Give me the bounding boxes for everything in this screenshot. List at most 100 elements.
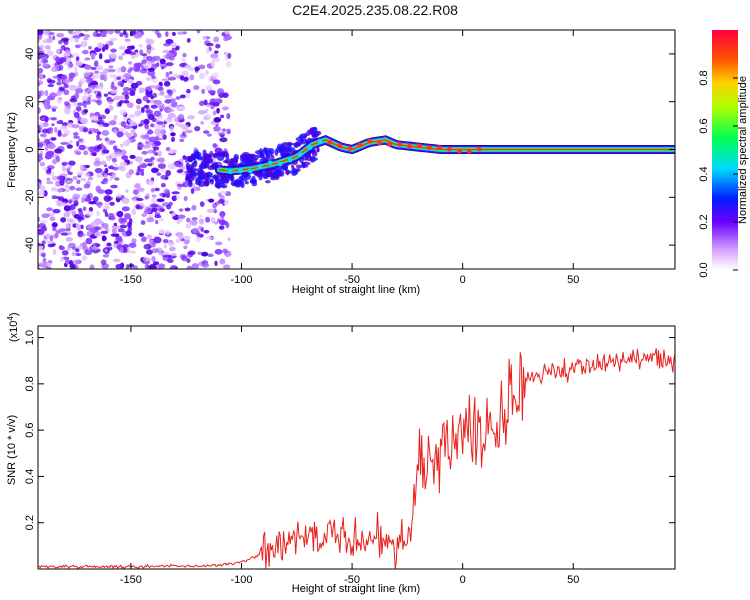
spectrogram-noise-blob — [165, 229, 170, 235]
spectrogram-noise-blob — [108, 65, 114, 69]
spectrogram-noise-blob — [71, 259, 81, 264]
spectrogram-noise-blob — [44, 138, 51, 144]
spectrogram-noise-blob — [155, 62, 160, 68]
spectrogram-noise-blob — [110, 52, 117, 59]
spectrogram-noise-blob — [108, 104, 114, 112]
spectrogram-noise-blob — [98, 53, 103, 60]
spectrogram-noise-blob — [45, 37, 54, 44]
spectrogram-noise-blob — [75, 106, 82, 112]
spectrogram-xtick-label: 50 — [567, 274, 579, 286]
spectrogram-ridge-dot — [397, 141, 403, 147]
spectrogram-noise-blob — [151, 30, 157, 33]
spectrogram-noise-blob — [38, 30, 44, 36]
spectrogram-noise-blob — [186, 89, 191, 94]
spectrogram-ytick-label: -20 — [24, 189, 36, 205]
spectrogram-noise-blob — [220, 114, 225, 119]
spectrogram-noise-blob — [60, 232, 69, 236]
spectrogram-noise-blob — [47, 266, 52, 269]
spectrogram-noise-blob — [118, 217, 124, 223]
spectrogram-noise-blob — [42, 122, 49, 127]
chart-title: C2E4.2025.235.08.22.R08 — [292, 2, 458, 18]
spectrogram-noise-blob — [163, 244, 167, 249]
spectrogram-noise-blob — [88, 130, 93, 135]
snr-xlabel: Height of straight line (km) — [292, 583, 420, 595]
spectrogram-ridge-dot — [267, 160, 273, 166]
spectrogram-noise-blob — [121, 52, 126, 56]
spectrogram-noise-blob — [97, 202, 103, 209]
spectrogram-noise-blob — [97, 91, 102, 97]
spectrogram-noise-blob — [137, 161, 144, 165]
spectrogram-ridge-blob — [191, 162, 195, 170]
spectrogram-ridge-blob — [189, 170, 194, 175]
colorbar-tick-label: 0.6 — [698, 118, 710, 133]
spectrogram-noise-blob — [206, 208, 215, 213]
spectrogram-noise-blob — [167, 163, 176, 170]
spectrogram-noise-blob — [223, 51, 228, 55]
spectrogram-noise-blob — [101, 235, 107, 242]
spectrogram-noise-blob — [127, 69, 132, 74]
spectrogram-noise-blob — [108, 176, 113, 181]
spectrogram-noise-blob — [218, 190, 228, 195]
spectrogram-noise-blob — [179, 138, 185, 143]
spectrogram-ridge-blob — [291, 167, 298, 175]
spectrogram-noise-blob — [198, 225, 202, 230]
spectrogram-noise-blob — [213, 125, 221, 132]
spectrogram-ridge-blob — [315, 130, 322, 136]
spectrogram-noise-blob — [173, 161, 180, 166]
spectrogram-noise-blob — [177, 114, 185, 121]
spectrogram-noise-blob — [219, 211, 226, 218]
spectrogram-noise-blob — [87, 127, 96, 132]
spectrogram-ridge-blob — [248, 155, 252, 159]
spectrogram-noise-blob — [179, 75, 185, 81]
spectrogram-noise-blob — [123, 213, 132, 220]
spectrogram-noise-blob — [132, 189, 139, 195]
spectrogram-noise-blob — [71, 251, 76, 257]
spectrogram-ridge-blob — [187, 179, 193, 185]
spectrogram-ridge-blob — [207, 165, 216, 171]
spectrogram-noise-blob — [96, 172, 104, 179]
spectrogram-noise-blob — [181, 124, 189, 131]
spectrogram-noise-blob — [169, 246, 176, 252]
spectrogram-ridge-dot — [237, 168, 243, 174]
spectrogram-noise-blob — [41, 213, 50, 219]
spectrogram-noise-blob — [163, 81, 171, 87]
spectrogram-noise-blob — [114, 30, 121, 34]
spectrogram-noise-blob — [49, 234, 54, 242]
spectrogram-noise-blob — [51, 175, 59, 181]
spectrogram-noise-blob — [122, 86, 130, 92]
spectrogram-noise-blob — [38, 137, 41, 143]
spectrogram-noise-blob — [127, 78, 134, 84]
spectrogram-noise-blob — [183, 77, 187, 83]
spectrogram-noise-blob — [38, 90, 42, 97]
spectrogram-noise-blob — [54, 148, 63, 154]
spectrogram-noise-blob — [156, 198, 165, 203]
spectrogram-noise-blob — [87, 176, 93, 181]
spectrogram-noise-blob — [43, 190, 48, 197]
spectrogram-noise-blob — [127, 119, 134, 123]
spectrogram-noise-blob — [122, 100, 130, 104]
spectrogram-noise-blob — [66, 218, 73, 223]
spectrogram-noise-blob — [107, 68, 116, 73]
spectrogram-noise-blob — [159, 192, 166, 197]
spectrogram-noise-blob — [95, 99, 100, 104]
spectrogram-noise-blob — [118, 236, 123, 243]
spectrogram-noise-blob — [98, 124, 105, 128]
spectrogram-noise-blob — [198, 218, 205, 225]
spectrogram-ridge-dot — [377, 140, 383, 146]
spectrogram-noise-blob — [120, 143, 124, 148]
spectrogram-ridge-blob — [211, 175, 218, 179]
spectrogram-noise-blob — [218, 198, 225, 204]
spectrogram-noise-blob — [75, 248, 80, 253]
spectrogram-noise-blob — [127, 221, 132, 228]
spectrogram-noise-blob — [52, 158, 58, 165]
spectrogram-noise-blob — [128, 61, 133, 65]
spectrogram-noise-blob — [67, 171, 73, 176]
spectrogram-ridge-dot — [357, 142, 363, 148]
spectrogram-noise-blob — [205, 69, 209, 76]
spectrogram-panel: -150 -100 -50 0 50 -40 -20 0 20 40 Height of stra… — [6, 29, 676, 296]
spectrogram-noise-blob — [60, 45, 66, 51]
spectrogram-ridge-dot — [437, 145, 442, 151]
spectrogram-noise-blob — [52, 248, 57, 255]
spectrogram-noise-blob — [205, 216, 211, 223]
spectrogram-ridge-blob — [193, 160, 198, 165]
